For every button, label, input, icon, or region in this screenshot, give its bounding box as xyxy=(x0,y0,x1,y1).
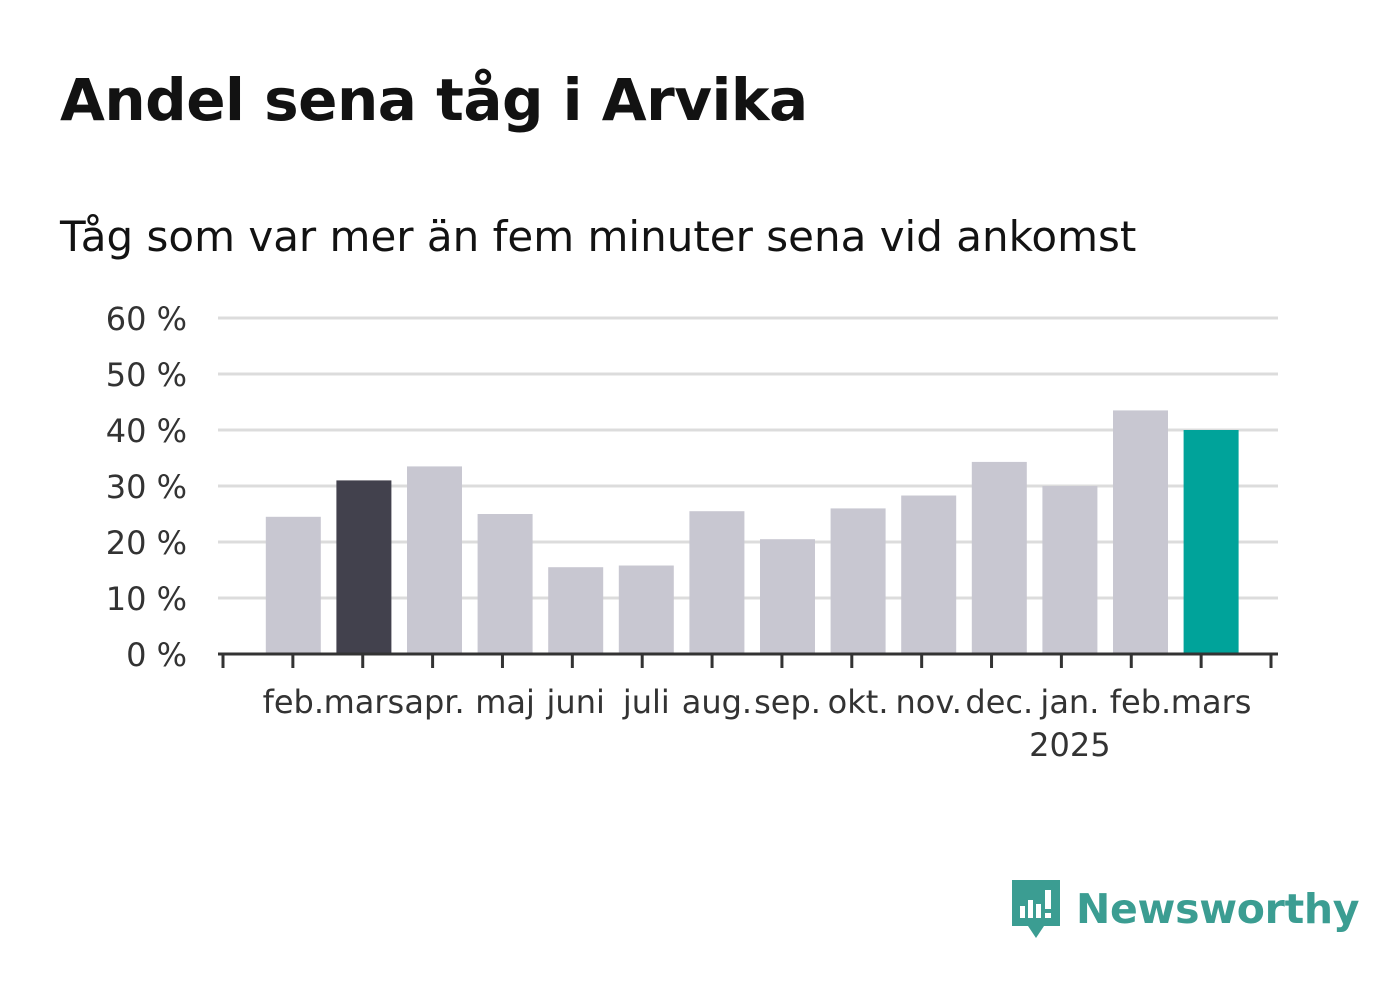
y-tick-label: 10 % xyxy=(106,580,187,618)
bar xyxy=(336,480,392,654)
x-tick-label: feb. xyxy=(1110,683,1171,721)
newsworthy-logo-icon xyxy=(1012,880,1060,938)
bar xyxy=(477,514,533,654)
y-tick-label: 20 % xyxy=(106,524,187,562)
y-tick-label: 30 % xyxy=(106,468,187,506)
brand-name: Newsworthy xyxy=(1076,885,1360,933)
bar xyxy=(901,495,957,654)
chart-subtitle: Tåg som var mer än fem minuter sena vid … xyxy=(60,212,1137,261)
y-tick-label: 50 % xyxy=(106,356,187,394)
x-tick-label: feb. xyxy=(263,683,324,721)
x-tick-label: aug. xyxy=(682,683,752,721)
x-tick-label: dec. xyxy=(965,683,1033,721)
x-tick-label: okt. xyxy=(828,683,889,721)
newsworthy-brand: Newsworthy xyxy=(1010,878,1359,940)
bar xyxy=(830,508,886,654)
y-axis-tick-labels: 0 % 10 % 20 % 30 % 40 % 50 % 60 % xyxy=(106,300,187,674)
x-tick-label: juli xyxy=(622,683,670,721)
x-tick-label: sep. xyxy=(754,683,821,721)
bar xyxy=(618,565,674,654)
bar xyxy=(265,516,321,654)
y-tick-label: 0 % xyxy=(126,636,187,674)
x-tick-label: mars xyxy=(324,683,405,721)
x-axis-tick-labels: feb. mars apr. maj juni juli aug. sep. okt. nov. d… xyxy=(263,683,1252,764)
x-tick-label: nov. xyxy=(895,683,961,721)
y-tick-label: 40 % xyxy=(106,412,187,450)
chart-title: Andel sena tåg i Arvika xyxy=(60,66,808,134)
x-tick-label: apr. xyxy=(404,683,464,721)
bar xyxy=(1183,430,1239,654)
x-tick-label: mars xyxy=(1171,683,1252,721)
gridlines xyxy=(218,316,1278,600)
x-tick-label: maj xyxy=(475,683,535,721)
x-axis xyxy=(218,652,1278,668)
bars xyxy=(265,410,1239,654)
bar xyxy=(1113,410,1168,654)
x-tick-label: jan. xyxy=(1039,683,1099,721)
bar xyxy=(760,539,815,654)
x-tick-year-label: 2025 xyxy=(1029,726,1110,764)
bar xyxy=(407,466,462,654)
bar xyxy=(548,567,604,654)
y-tick-label: 60 % xyxy=(106,300,187,338)
bar xyxy=(971,461,1027,654)
x-tick-label: juni xyxy=(546,683,605,721)
bar xyxy=(689,511,745,654)
bar xyxy=(1042,486,1098,654)
